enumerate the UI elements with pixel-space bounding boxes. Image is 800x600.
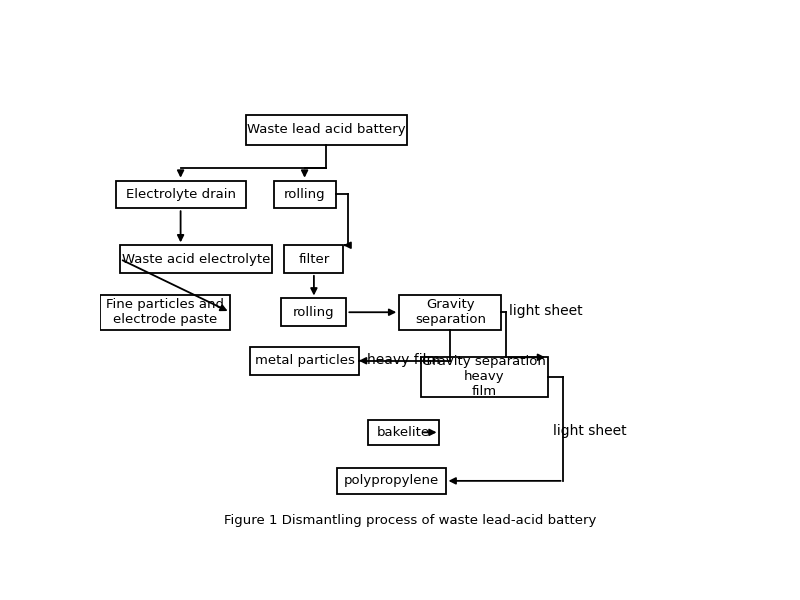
Bar <box>250 347 359 374</box>
Bar <box>399 295 502 329</box>
Text: polypropylene: polypropylene <box>344 475 439 487</box>
Bar <box>285 245 343 273</box>
Text: light sheet: light sheet <box>553 424 626 439</box>
Bar <box>100 295 230 329</box>
Bar <box>274 181 336 208</box>
Bar <box>421 357 548 397</box>
Text: metal particles: metal particles <box>254 354 354 367</box>
Bar <box>115 181 246 208</box>
Bar <box>368 419 439 445</box>
Text: Figure 1 Dismantling process of waste lead-acid battery: Figure 1 Dismantling process of waste le… <box>224 514 596 527</box>
Text: Waste acid electrolyte: Waste acid electrolyte <box>122 253 270 266</box>
Bar <box>282 298 346 326</box>
Text: Gravity
separation: Gravity separation <box>414 298 486 326</box>
Bar <box>246 115 407 145</box>
Text: bakelite: bakelite <box>378 426 430 439</box>
Bar <box>337 468 446 494</box>
Text: Fine particles and
electrode paste: Fine particles and electrode paste <box>106 298 224 326</box>
Text: rolling: rolling <box>293 306 334 319</box>
Text: Gravity separation
heavy
film: Gravity separation heavy film <box>422 355 546 398</box>
Text: rolling: rolling <box>284 188 326 201</box>
Text: filter: filter <box>298 253 330 266</box>
Text: Waste lead acid battery: Waste lead acid battery <box>247 123 406 136</box>
Bar <box>120 245 272 273</box>
Text: heavy film: heavy film <box>366 353 440 367</box>
Text: light sheet: light sheet <box>510 304 583 319</box>
Text: Electrolyte drain: Electrolyte drain <box>126 188 236 201</box>
